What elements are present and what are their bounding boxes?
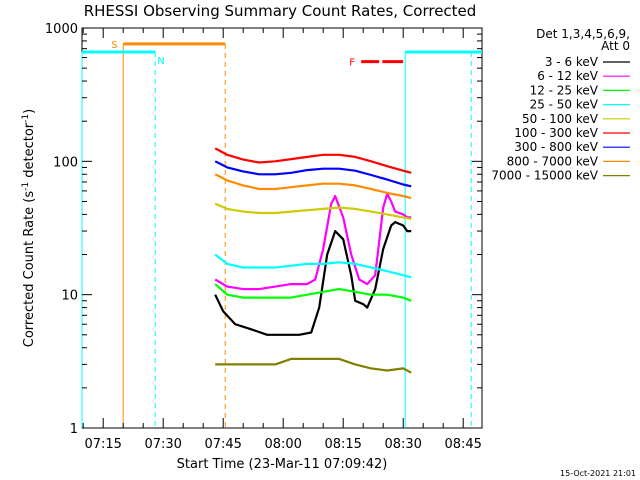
axes: 1 10 100 1000 07:15 07:30 07:45 08:00 08:15 08:30… — [45, 22, 482, 452]
series-line-6 — [214, 147, 412, 174]
x-tick-label: 08:15 — [324, 437, 361, 452]
legend-header-line-2: Att 0 — [601, 39, 630, 53]
x-tick-label: 07:30 — [144, 437, 181, 452]
x-tick-label: 08:30 — [384, 437, 421, 452]
x-tick-label: 08:00 — [264, 437, 301, 452]
footer-timestamp: 15-Oct-2021 21:01 — [560, 469, 636, 478]
x-tick-label: 08:45 — [444, 437, 481, 452]
series-line-2 — [214, 192, 412, 291]
y-axis-label: Corrected Count Rate (s-1 detector-1) — [21, 109, 37, 347]
y-tick-label: 1 — [70, 422, 78, 437]
flare-label: F — [349, 58, 355, 69]
legend-label: 12 - 25 keV — [530, 83, 599, 97]
series-line-3 — [214, 283, 412, 302]
series-line-1 — [214, 221, 412, 336]
saa-label: S — [111, 40, 117, 51]
legend-label: 25 - 50 keV — [530, 98, 599, 112]
legend-label: 50 - 100 keV — [522, 112, 599, 126]
data-series — [214, 147, 412, 374]
x-axis-label: Start Time (23-Mar-11 07:09:42) — [177, 457, 388, 472]
plot-frame — [81, 27, 483, 429]
legend-label: 7000 - 15000 keV — [491, 169, 598, 183]
series-line-9 — [215, 357, 412, 374]
series-line-4 — [214, 253, 412, 279]
chart-title: RHESSI Observing Summary Count Rates, Co… — [84, 2, 477, 20]
legend-label: 800 - 7000 keV — [507, 154, 599, 168]
series-line-8 — [214, 173, 412, 200]
legend-label: 100 - 300 keV — [514, 126, 598, 140]
series-line-5 — [214, 202, 412, 220]
legend-label: 300 - 800 keV — [514, 140, 598, 154]
x-tick-label: 07:45 — [204, 437, 241, 452]
y-tick-label: 100 — [53, 155, 78, 170]
x-tick-label: 07:15 — [84, 437, 121, 452]
y-tick-label: 1000 — [45, 22, 78, 37]
legend-header-line-1: Det 1,3,4,5,6,9, — [536, 27, 630, 41]
series-line-7 — [214, 160, 412, 188]
y-tick-label: 10 — [61, 289, 78, 304]
night-label: N — [157, 56, 164, 67]
observing-markers: S N F — [81, 40, 482, 428]
legend-label: 3 - 6 keV — [545, 55, 599, 69]
legend-label: 6 - 12 keV — [537, 69, 599, 83]
